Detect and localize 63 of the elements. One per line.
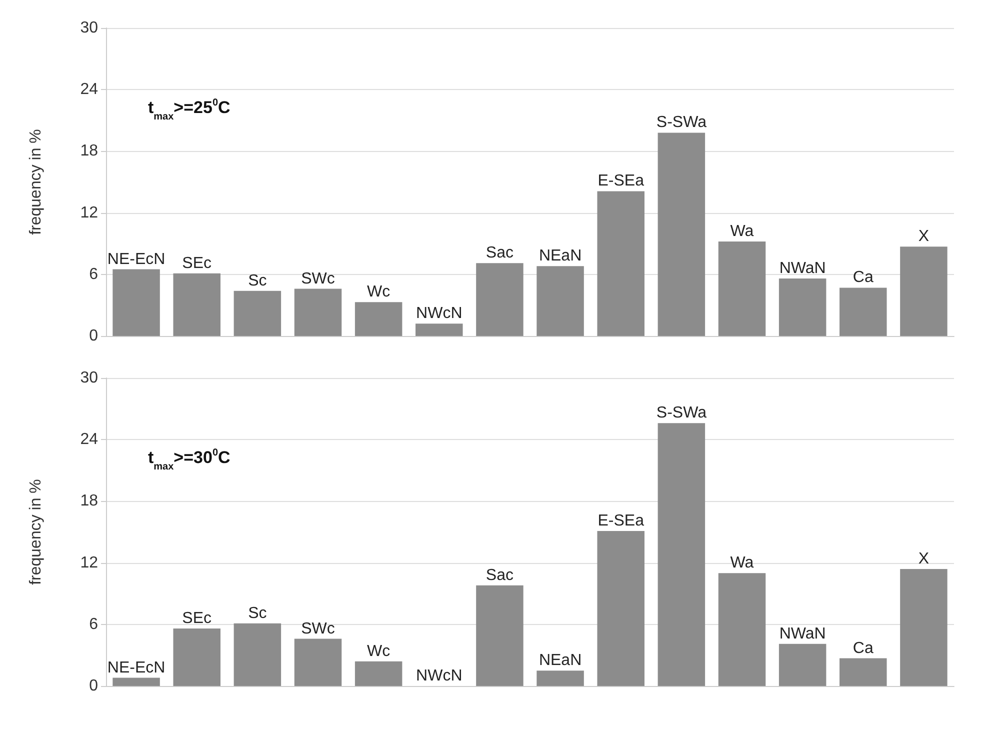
y-axis-title: frequency in % bbox=[28, 129, 44, 235]
bar bbox=[416, 324, 463, 336]
category-label: NE-EcN bbox=[107, 659, 166, 676]
bar bbox=[658, 423, 706, 686]
bar bbox=[294, 638, 342, 686]
category-label: NWaN bbox=[779, 625, 826, 642]
bar bbox=[778, 278, 826, 336]
y-tick-label: 30 bbox=[80, 20, 98, 36]
y-tick-label: 12 bbox=[80, 554, 98, 572]
bar bbox=[354, 661, 402, 686]
bar bbox=[840, 658, 887, 686]
x-tick-label: SWc bbox=[301, 270, 335, 288]
y-tick-label: 6 bbox=[89, 616, 98, 633]
y-tick-label: 12 bbox=[80, 204, 98, 222]
bar bbox=[900, 568, 948, 686]
bar bbox=[234, 623, 282, 686]
category-label: NEaN bbox=[538, 652, 582, 670]
category-label: Ca bbox=[852, 640, 874, 657]
category-label: NWcN bbox=[416, 668, 462, 684]
y-tick-label: 0 bbox=[89, 678, 98, 694]
x-tick-label: NE-EcN bbox=[107, 250, 166, 268]
y-tick-label: 0 bbox=[89, 328, 98, 344]
x-tick-label: Sc bbox=[248, 272, 267, 290]
y-tick-label: 24 bbox=[80, 81, 98, 98]
bar bbox=[778, 644, 826, 686]
bar bbox=[597, 530, 644, 686]
bar bbox=[597, 191, 644, 336]
x-tick-label: Ca bbox=[852, 269, 874, 286]
category-label: Wa bbox=[730, 554, 754, 572]
bar bbox=[900, 246, 948, 336]
category-label: SEc bbox=[182, 610, 212, 628]
y-axis-title: frequency in % bbox=[28, 479, 44, 585]
bar bbox=[536, 266, 584, 336]
bar bbox=[112, 269, 160, 336]
y-tick-label: 6 bbox=[89, 266, 98, 283]
x-tick-label: Sac bbox=[486, 244, 514, 262]
y-tick-label: 30 bbox=[80, 370, 98, 386]
bar bbox=[718, 242, 766, 336]
category-label: E-SEa bbox=[598, 512, 644, 530]
x-tick-label: NEaN bbox=[538, 248, 582, 265]
bar bbox=[536, 670, 584, 686]
bar bbox=[476, 263, 524, 336]
x-tick-label: NWaN bbox=[779, 260, 826, 278]
category-label: Sc bbox=[248, 604, 267, 622]
x-tick-label: SEc bbox=[182, 254, 212, 272]
bar bbox=[354, 302, 402, 336]
category-label: X bbox=[918, 550, 930, 568]
y-tick-label: 24 bbox=[80, 431, 98, 448]
bar bbox=[173, 628, 220, 686]
bar bbox=[718, 573, 766, 686]
y-tick-label: 18 bbox=[80, 492, 98, 510]
bar bbox=[294, 288, 342, 336]
bar bbox=[173, 273, 220, 336]
bar bbox=[234, 290, 282, 336]
category-label: Sac bbox=[486, 566, 514, 584]
y-tick-label: 18 bbox=[80, 142, 98, 160]
bar bbox=[112, 678, 160, 686]
category-label: SWc bbox=[301, 620, 335, 638]
bar bbox=[658, 132, 706, 336]
category-label: Wc bbox=[367, 642, 390, 660]
bar bbox=[840, 288, 887, 336]
bar bbox=[476, 585, 524, 686]
category-label: S-SWa bbox=[656, 404, 706, 422]
